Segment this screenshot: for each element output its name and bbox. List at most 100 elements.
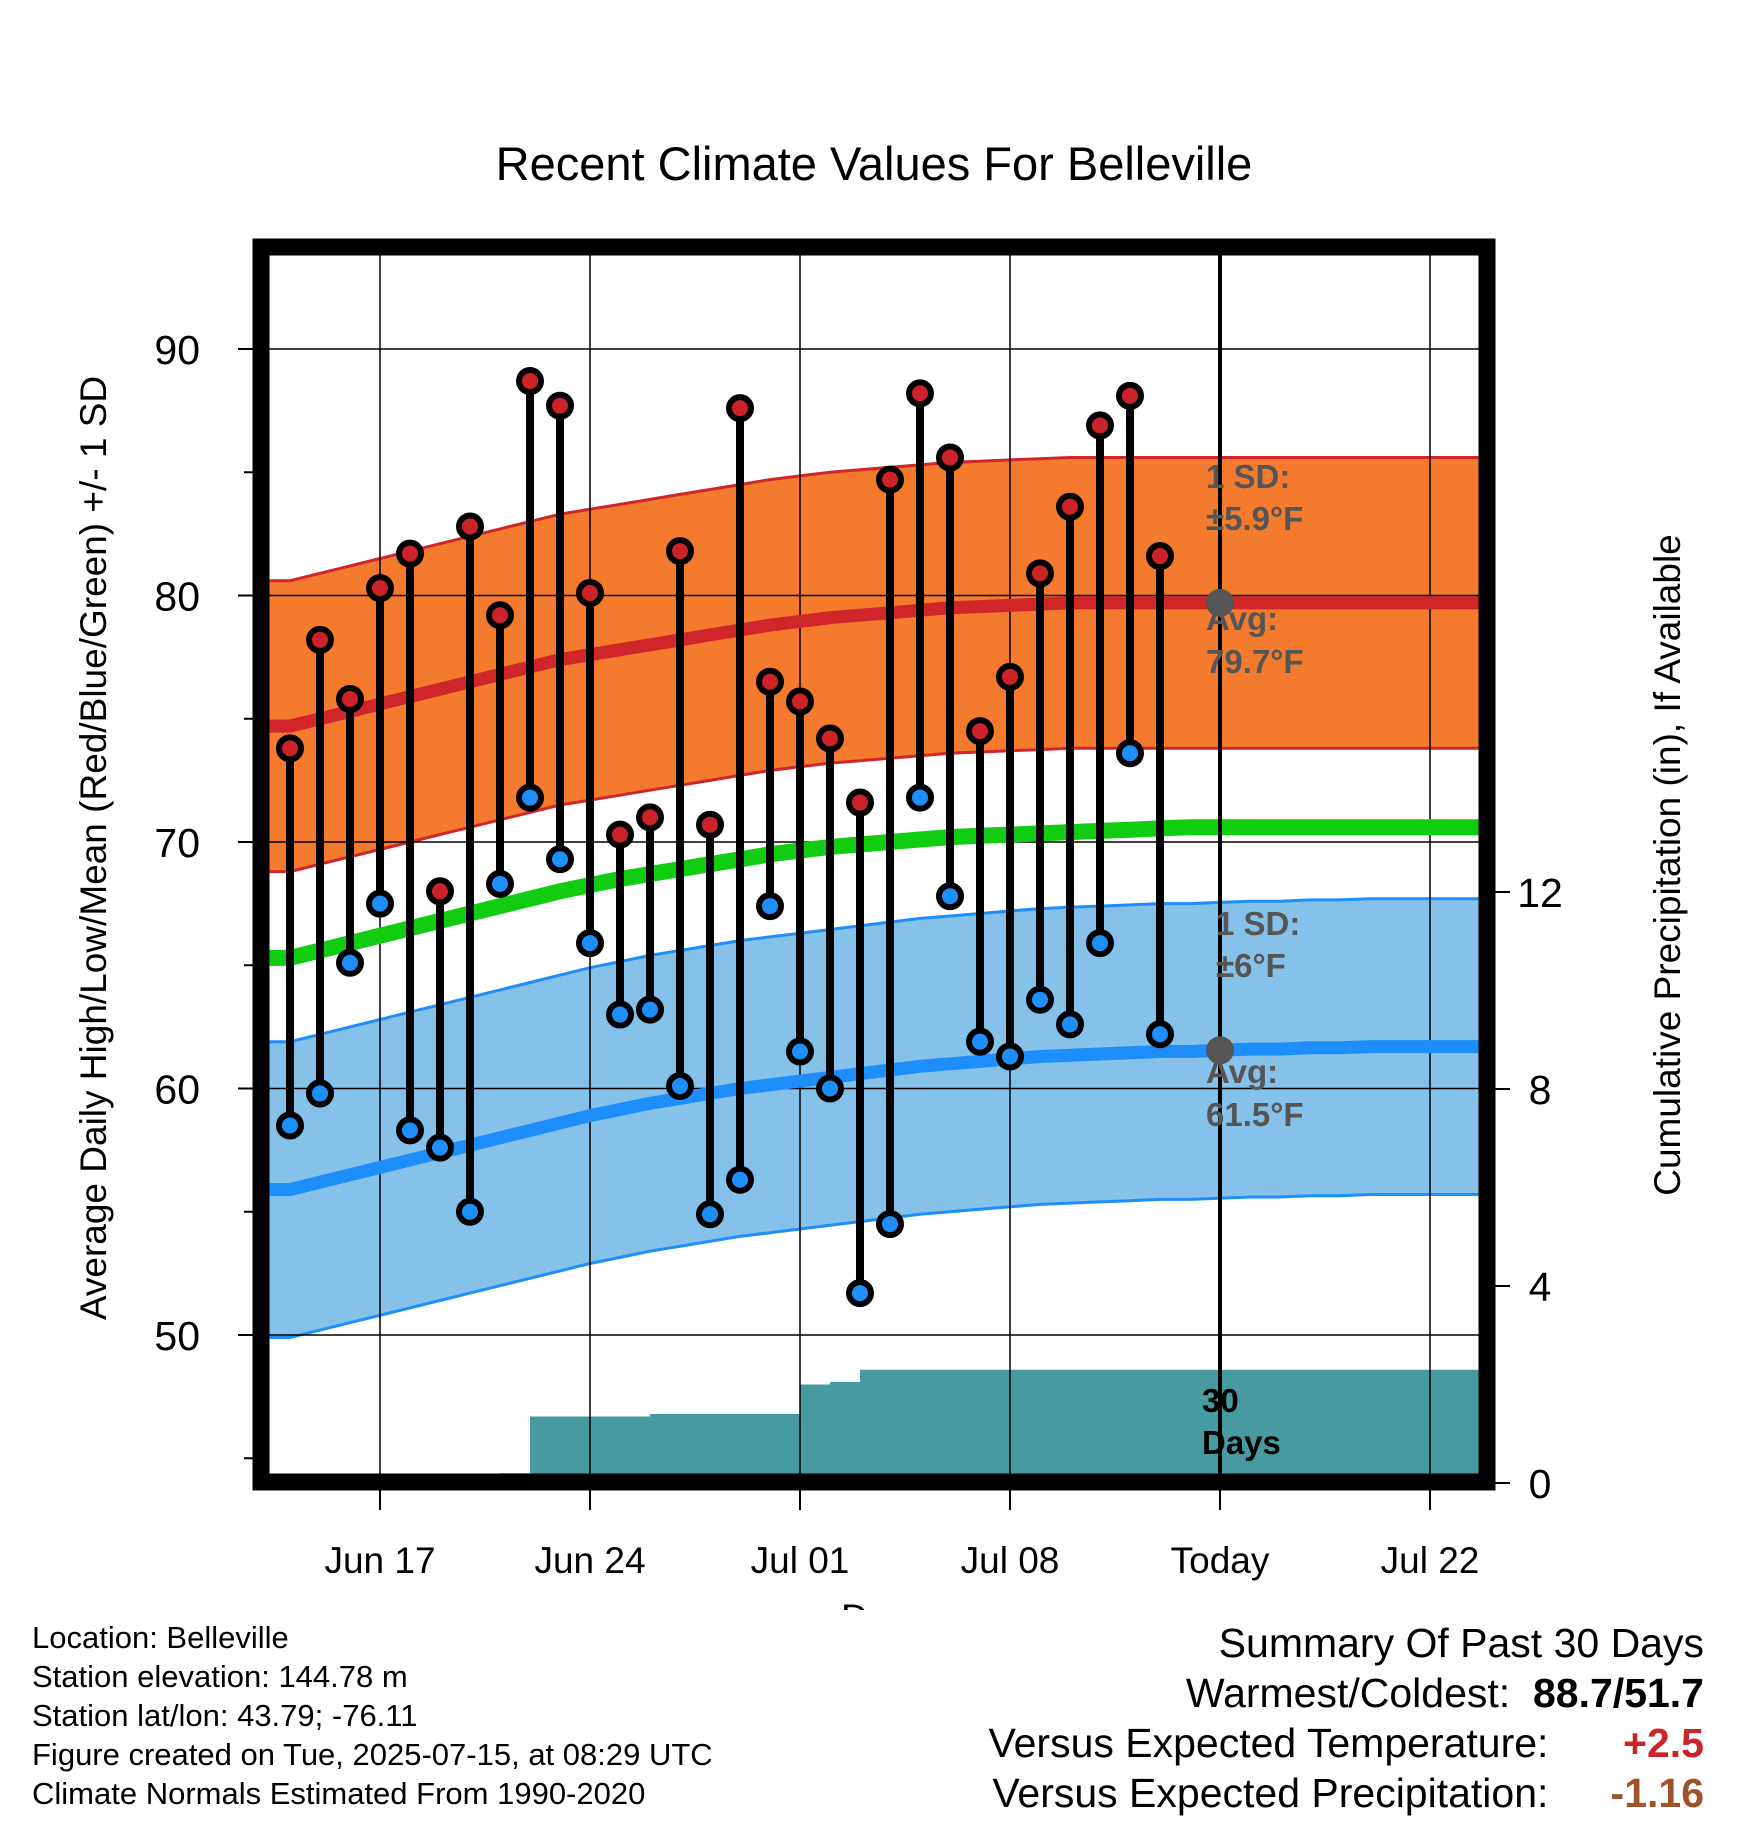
- plot-frame: [252, 238, 1496, 1491]
- location-text: Location: Belleville: [32, 1620, 289, 1655]
- low-sd-lower-edge: [267, 1193, 1481, 1339]
- daily-low-point: [606, 1000, 634, 1029]
- climate-chart: Recent Climate Values For Belleville 1 S…: [73, 137, 1688, 1610]
- high-sd-band: [267, 457, 1481, 872]
- y2-tick-label: 12: [1517, 870, 1563, 916]
- daily-high-point: [456, 512, 484, 541]
- daily-high-point: [486, 601, 514, 630]
- y-tick-label: 60: [154, 1067, 200, 1113]
- y-tick-label: 70: [154, 820, 200, 866]
- daily-high-point: [666, 537, 694, 566]
- high-sd-label: 1 SD:: [1206, 458, 1290, 495]
- x-tick-label: Jul 01: [751, 1540, 850, 1581]
- daily-low-point: [426, 1133, 454, 1162]
- daily-high-point: [336, 685, 364, 714]
- high-avg-value: 79.7°F: [1206, 643, 1304, 680]
- x-tick-label: Jul 22: [1381, 1540, 1480, 1581]
- daily-high-point: [876, 465, 904, 494]
- low-avg-value: 61.5°F: [1206, 1096, 1304, 1133]
- normals-text: Climate Normals Estimated From 1990-2020: [32, 1776, 646, 1811]
- period-label-line1: 30: [1202, 1382, 1239, 1419]
- daily-high-point: [576, 579, 604, 608]
- daily-high-point: [1086, 411, 1114, 440]
- plot-area: 1 SD: ±5.9°F Avg: 79.7°F 1 SD: ±6°F Avg: 61.5°F…: [267, 253, 1481, 1483]
- high-sd-lower-edge: [267, 746, 1481, 874]
- x-tick-label: Today: [1171, 1540, 1270, 1581]
- daily-low-point: [756, 892, 784, 921]
- daily-high-point: [936, 443, 964, 472]
- today-high-normal-marker: [1206, 588, 1234, 617]
- daily-high-point: [726, 394, 754, 423]
- precipitation-area: [267, 1369, 1481, 1483]
- x-tick-label: Jun 17: [324, 1540, 435, 1581]
- daily-low-point: [366, 889, 394, 918]
- high-normal-line: [267, 596, 1481, 733]
- period-label-line2: Days: [1202, 1424, 1281, 1461]
- daily-high-point: [996, 662, 1024, 691]
- daily-low-point: [546, 845, 574, 874]
- y-tick-label: 90: [154, 327, 200, 373]
- precip-anomaly-value: -1.16: [1610, 1770, 1704, 1816]
- daily-high-point: [306, 625, 334, 654]
- warm-cold-label: Warmest/Coldest:: [1185, 1670, 1511, 1716]
- warmest-value: 88.7: [1532, 1670, 1613, 1716]
- daily-low-point: [666, 1072, 694, 1101]
- daily-low-point: [336, 948, 364, 977]
- today-low-normal-marker: [1206, 1036, 1234, 1065]
- daily-low-point: [696, 1200, 724, 1229]
- daily-low-point: [576, 929, 604, 958]
- daily-high-point: [276, 734, 304, 763]
- coldest-value: 51.7: [1624, 1670, 1704, 1716]
- daily-high-point: [906, 379, 934, 408]
- daily-high-point: [816, 724, 844, 753]
- daily-high-point: [606, 820, 634, 849]
- elevation-text: Station elevation: 144.78 m: [32, 1659, 408, 1694]
- daily-high-point: [966, 717, 994, 746]
- mean-normal-line: [267, 819, 1481, 966]
- daily-low-point: [876, 1210, 904, 1239]
- daily-low-point: [816, 1074, 844, 1103]
- daily-low-point: [636, 995, 664, 1024]
- x-axis-label: Day: [841, 1597, 907, 1610]
- created-text: Figure created on Tue, 2025-07-15, at 08…: [32, 1737, 713, 1772]
- y2-tick-label: 8: [1529, 1067, 1552, 1113]
- summary-panel: Summary Of Past 30 Days Warmest/Coldest:…: [989, 1618, 1704, 1818]
- daily-low-point: [966, 1027, 994, 1056]
- daily-high-point: [1056, 492, 1084, 521]
- daily-high-point: [1146, 542, 1174, 571]
- daily-low-point: [1086, 929, 1114, 958]
- daily-low-point: [936, 882, 964, 911]
- daily-high-point: [756, 667, 784, 696]
- x-tick-label: Jun 24: [534, 1540, 645, 1581]
- daily-low-point: [486, 869, 514, 898]
- x-tick-label: Jul 08: [961, 1540, 1060, 1581]
- daily-high-point: [516, 367, 544, 396]
- daily-low-point: [306, 1079, 334, 1108]
- low-sd-label: 1 SD:: [1216, 905, 1300, 942]
- axes: 50 60 70 80 90 0 4 8 12 Jun 17 Jun 24 Jul 01 Jul 08 T…: [154, 327, 1562, 1581]
- daily-high-point: [696, 810, 724, 839]
- daily-low-point: [456, 1197, 484, 1226]
- daily-low-point: [726, 1165, 754, 1194]
- daily-high-point: [846, 788, 874, 817]
- low-avg-label: Avg:: [1206, 1053, 1278, 1090]
- y-tick-label: 80: [154, 574, 200, 620]
- summary-title: Summary Of Past 30 Days: [1218, 1620, 1704, 1666]
- daily-low-point: [1116, 739, 1144, 768]
- summary-warm-cold: Warmest/Coldest: 88.7/51.7: [1185, 1670, 1704, 1716]
- daily-high-point: [396, 539, 424, 568]
- daily-low-point: [276, 1111, 304, 1140]
- temp-label: Versus Expected Temperature:: [988, 1720, 1549, 1766]
- y2-tick-label: 0: [1529, 1461, 1552, 1507]
- high-avg-label: Avg:: [1206, 600, 1278, 637]
- daily-high-point: [636, 803, 664, 832]
- y-axis-label: Average Daily High/Low/Mean (Red/Blue/Gr…: [73, 376, 114, 1320]
- daily-high-point: [426, 877, 454, 906]
- daily-high-point: [1026, 559, 1054, 588]
- low-normal-line: [267, 1040, 1481, 1197]
- daily-low-point: [786, 1037, 814, 1066]
- low-sd-value: ±6°F: [1216, 947, 1286, 984]
- latlon-text: Station lat/lon: 43.79; -76.11: [32, 1698, 418, 1733]
- station-info: Location: Belleville Station elevation: …: [32, 1618, 713, 1813]
- summary-temp: Versus Expected Temperature: +2.5: [989, 1718, 1704, 1768]
